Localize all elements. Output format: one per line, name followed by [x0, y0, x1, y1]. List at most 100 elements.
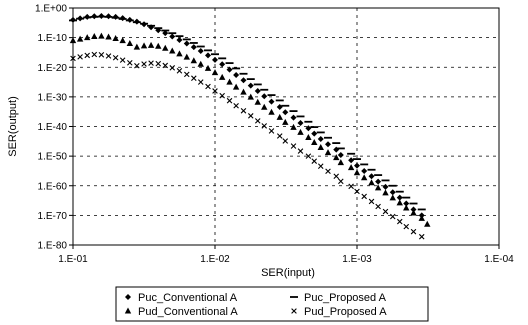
legend-marker: [124, 307, 132, 314]
y-tick-label: 1.E-30: [38, 92, 68, 103]
data-point: [410, 206, 417, 213]
data-point: [337, 159, 345, 166]
data-point: [311, 130, 318, 137]
data-point: [162, 30, 169, 37]
legend-label: Puc_Proposed A: [304, 292, 387, 304]
data-point: [205, 52, 212, 59]
data-point: [127, 60, 133, 66]
data-point: [290, 143, 297, 149]
data-point: [276, 103, 283, 110]
data-point: [305, 133, 312, 140]
data-point: [305, 153, 312, 159]
data-point: [254, 87, 261, 94]
data-point: [382, 208, 389, 215]
data-point: [389, 213, 396, 220]
data-point: [337, 151, 344, 158]
y-tick-label: 1.E-40: [38, 122, 68, 133]
data-point: [382, 189, 389, 196]
data-point: [261, 123, 268, 129]
series-pud-proposed-a: [70, 51, 425, 240]
legend-box: [115, 286, 429, 322]
data-point: [240, 77, 247, 84]
data-point: [205, 83, 211, 90]
data-point: [169, 33, 176, 40]
data-point: [374, 184, 382, 191]
data-point: [148, 60, 154, 66]
data-point: [382, 183, 389, 190]
data-point: [91, 51, 98, 58]
data-point: [348, 183, 354, 190]
y-axis-ticks: 1.E+00 1.E-10 1.E-20 1.E-30 1.E-40 1.E-50 1.E-…: [35, 4, 73, 252]
data-point: [190, 44, 197, 51]
data-point: [155, 60, 162, 67]
data-point: [360, 174, 368, 181]
data-point: [204, 64, 212, 71]
y-axis-title: SER(output): [7, 96, 19, 157]
data-point: [282, 138, 289, 144]
data-point: [211, 69, 219, 76]
data-point: [162, 62, 169, 69]
data-point: [317, 135, 324, 142]
data-point: [396, 218, 403, 225]
data-point: [361, 193, 367, 200]
data-point: [261, 103, 268, 110]
data-point: [396, 194, 403, 201]
data-point: [162, 44, 169, 51]
data-point: [119, 57, 126, 63]
grid: [73, 8, 499, 245]
data-point: [290, 114, 297, 121]
data-point: [226, 66, 233, 73]
data-point: [197, 79, 204, 85]
data-point: [176, 36, 183, 43]
data-point: [169, 47, 176, 54]
data-point: [232, 83, 240, 90]
data-point: [282, 109, 289, 116]
data-point: [184, 71, 190, 78]
data-point: [140, 42, 148, 49]
data-point: [333, 173, 340, 180]
data-point: [389, 189, 396, 196]
data-point: [368, 198, 375, 205]
data-point: [112, 54, 119, 61]
y-tick-label: 1.E-80: [38, 241, 68, 252]
y-tick-label: 1.E-20: [38, 63, 68, 74]
data-point: [396, 199, 403, 206]
y-tick-label: 1.E-60: [38, 181, 68, 192]
data-point: [247, 82, 254, 89]
data-point: [112, 35, 119, 42]
data-point: [219, 61, 226, 68]
data-point: [424, 220, 431, 227]
x-axis-ticks: 1.E-01 1.E-02 1.E-03 1.E-04: [58, 245, 514, 265]
data-point: [183, 53, 190, 60]
data-point: [297, 119, 304, 126]
legend-label: Pud_Conventional A: [138, 306, 238, 318]
data-point: [325, 141, 332, 148]
data-point: [311, 158, 318, 164]
data-point: [233, 102, 239, 109]
data-point: [84, 34, 91, 41]
data-point: [141, 61, 147, 67]
data-point: [282, 118, 289, 125]
data-point: [338, 178, 344, 185]
data-point: [317, 163, 324, 169]
data-point: [333, 146, 340, 153]
series-pud-conventional-a: [69, 32, 431, 227]
data-point: [333, 154, 340, 161]
data-point: [69, 37, 77, 44]
data-point: [133, 43, 141, 50]
y-tick-label: 1.E+00: [35, 4, 67, 15]
data-point: [134, 62, 140, 69]
x-tick-label: 1.E-03: [342, 254, 372, 265]
legend-marker: [291, 308, 297, 314]
data-point: [155, 42, 162, 49]
data-point: [126, 40, 134, 47]
data-point: [212, 56, 218, 63]
data-point: [368, 173, 375, 180]
data-point: [147, 41, 155, 48]
x-tick-label: 1.E-02: [200, 254, 230, 265]
data-point: [197, 60, 204, 67]
data-point: [361, 167, 368, 174]
series-puc-conventional-a: [70, 12, 425, 219]
data-point: [70, 55, 76, 62]
data-point: [254, 118, 261, 124]
